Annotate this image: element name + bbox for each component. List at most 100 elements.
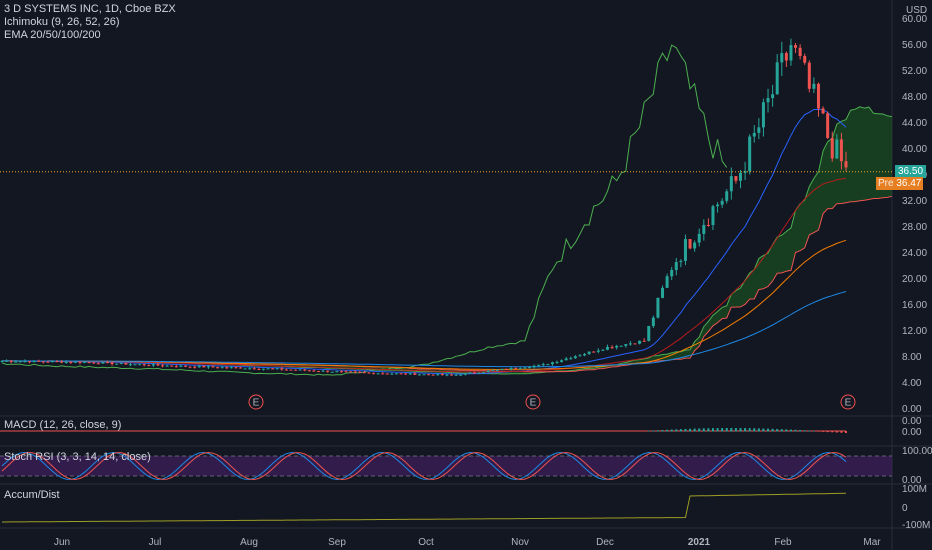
price-tick: 16.00 xyxy=(902,300,927,311)
candle-body xyxy=(766,98,770,103)
macd-hist-bar xyxy=(666,429,669,432)
candle-body xyxy=(807,62,811,89)
candle-body xyxy=(784,53,788,61)
price-tick: 28.00 xyxy=(902,222,927,233)
earnings-label: E xyxy=(530,398,537,409)
macd-hist-bar xyxy=(826,431,829,433)
candle-body xyxy=(367,372,371,374)
candle-body xyxy=(257,368,261,370)
candle-body xyxy=(628,343,632,345)
candle-body xyxy=(734,176,738,181)
currency-label: USD xyxy=(906,5,928,16)
symbol-title[interactable]: 3 D SYSTEMS INC, 1D, Cboe BZX xyxy=(4,3,176,15)
candle-body xyxy=(610,346,614,348)
candle-body xyxy=(789,45,793,61)
candle-body xyxy=(115,363,119,365)
stoch-legend[interactable]: Stoch RSI (3, 3, 14, 14, close) xyxy=(4,451,151,463)
ichimoku-lagging-span xyxy=(1,44,728,376)
candle-body xyxy=(459,374,463,376)
macd-legend[interactable]: MACD (12, 26, close, 9) xyxy=(4,419,122,431)
stoch-d-line xyxy=(1,451,847,481)
candle-body xyxy=(101,362,105,364)
candle-body xyxy=(28,361,32,363)
candle-body xyxy=(170,365,174,367)
candle-body xyxy=(619,345,623,347)
candle-body xyxy=(826,113,830,138)
candle-body xyxy=(138,364,142,366)
candle-body xyxy=(560,360,564,362)
candle-body xyxy=(670,269,674,277)
candle-body xyxy=(711,206,715,226)
candle-body xyxy=(307,370,311,372)
candle-body xyxy=(202,366,206,368)
candle-body xyxy=(303,369,307,371)
candle-body xyxy=(339,371,343,373)
ema-legend[interactable]: EMA 20/50/100/200 xyxy=(4,29,101,41)
ema-20-line xyxy=(2,108,847,375)
macd-hist-bar xyxy=(693,428,696,432)
price-tick: 56.00 xyxy=(902,40,927,51)
price-axis[interactable]: 60.0056.0052.0048.0044.0040.0036.0032.00… xyxy=(902,14,927,415)
candle-body xyxy=(656,297,660,318)
candle-body xyxy=(404,373,408,375)
candle-body xyxy=(408,373,412,375)
candle-body xyxy=(514,367,518,369)
candle-body xyxy=(725,191,729,201)
macd-hist-bar xyxy=(684,428,687,432)
candle-body xyxy=(683,239,687,261)
ichimoku-legend[interactable]: Ichimoku (9, 26, 52, 26) xyxy=(4,16,120,28)
candle-body xyxy=(688,239,692,249)
candle-body xyxy=(321,370,325,372)
price-tick: 4.00 xyxy=(902,378,922,389)
candle-body xyxy=(394,373,398,375)
earnings-circle xyxy=(248,394,264,410)
macd-hist-bar xyxy=(670,429,673,432)
macd-hist-bar xyxy=(725,428,728,432)
stoch-rsi-lines xyxy=(1,451,847,481)
candle-body xyxy=(702,224,706,234)
macd-hist-bar xyxy=(845,431,847,434)
macd-hist-bar xyxy=(808,430,811,432)
candle-body xyxy=(564,358,568,361)
candle-body xyxy=(0,360,4,362)
span-a-line xyxy=(47,106,892,375)
macd-hist-bar xyxy=(794,429,797,432)
candle-body xyxy=(748,136,752,172)
candle-body xyxy=(651,317,655,326)
candle-body xyxy=(349,371,353,373)
time-label: Jul xyxy=(149,537,162,548)
macd-hist-bar xyxy=(656,430,659,432)
macd-hist-bar xyxy=(785,429,788,432)
time-label: Feb xyxy=(774,537,792,548)
candle-body xyxy=(275,368,279,370)
candle-body xyxy=(505,368,509,370)
candle-body xyxy=(661,287,665,298)
candle-body xyxy=(440,374,444,376)
price-tick: 12.00 xyxy=(902,326,927,337)
candle-body xyxy=(775,62,779,95)
macd-hist-bar xyxy=(734,428,737,432)
macd-hist-bar xyxy=(789,429,792,432)
accum-legend[interactable]: Accum/Dist xyxy=(4,489,60,501)
candle-body xyxy=(716,204,720,207)
macd-hist-bar xyxy=(831,431,834,433)
time-axis[interactable]: Jun Jul Aug Sep Oct Nov Dec 2021 Feb Mar xyxy=(54,537,881,548)
candle-body xyxy=(14,361,18,363)
candle-body xyxy=(193,366,197,368)
ichimoku-cloud xyxy=(47,106,893,375)
candle-body xyxy=(376,373,380,375)
macd-hist-bar xyxy=(702,428,705,432)
candle-body xyxy=(55,361,59,363)
macd-hist-bar xyxy=(675,429,678,432)
candle-body xyxy=(317,371,320,373)
candle-body xyxy=(729,176,733,192)
candle-body xyxy=(839,139,843,162)
time-label: Nov xyxy=(511,537,529,548)
macd-hist-bar xyxy=(753,428,756,432)
candle-body xyxy=(37,360,41,362)
candle-body xyxy=(569,358,573,360)
candle-body xyxy=(601,349,605,351)
candle-body xyxy=(472,372,476,374)
